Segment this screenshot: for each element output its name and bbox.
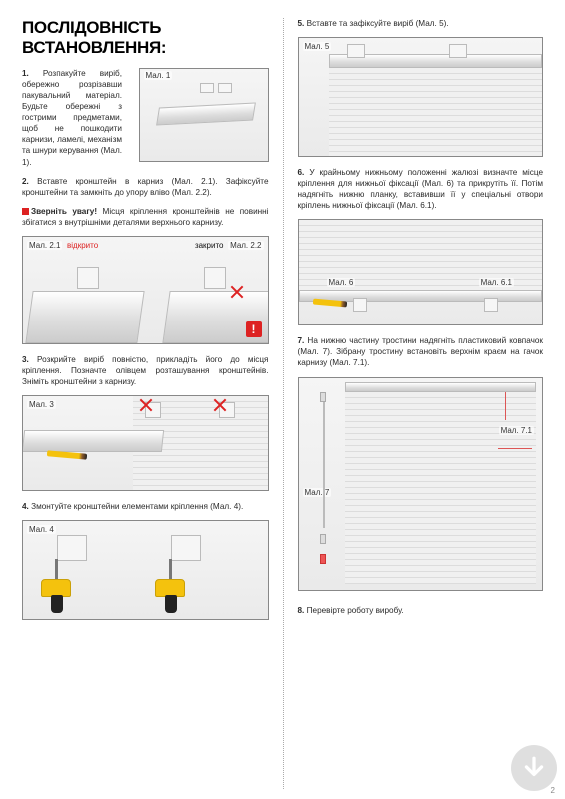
mounted-bracket: [449, 44, 467, 58]
red-x-icon: [230, 285, 244, 299]
left-column: ПОСЛІДОВНІСТЬ ВСТАНОВЛЕННЯ: 1. Розпакуйт…: [22, 18, 283, 789]
figure-61-caption: Мал. 6.1: [479, 278, 514, 287]
step-8-body: Перевірте роботу виробу.: [307, 606, 404, 615]
figure-4-caption: Мал. 4: [27, 525, 56, 534]
figure-6-caption: Мал. 6: [327, 278, 356, 287]
step-1-text: 1. Розпакуйте виріб, обережно розрізавши…: [22, 68, 122, 168]
wand-bottom-cap: [320, 554, 326, 564]
page-title: ПОСЛІДОВНІСТЬ ВСТАНОВЛЕННЯ:: [22, 18, 269, 58]
wand-mid-cap: [320, 534, 326, 544]
blinds-slats: [329, 62, 543, 156]
step-6-body: У крайньому нижньому положенні жалюзі ви…: [298, 168, 544, 210]
figure-5: Мал. 5: [298, 37, 544, 157]
step-4-text: 4. Змонтуйте кронштейни елементами кріпл…: [22, 501, 269, 512]
blinds-full: [345, 386, 537, 584]
figure-7-caption: Мал. 7: [303, 488, 332, 497]
hardware-graphic: [200, 83, 214, 93]
step-2-text: 2. Вставте кронштейн в карниз (Мал. 2.1)…: [22, 176, 269, 198]
step-7-text: 7. На нижню частину тростини надягніть п…: [298, 335, 544, 368]
figure-1-caption: Мал. 1: [144, 71, 173, 80]
figure-3-caption: Мал. 3: [27, 400, 56, 409]
warn-label: Зверніть увагу!: [31, 207, 97, 216]
figure-3: Мал. 3: [22, 395, 269, 491]
bottom-clip: [353, 298, 367, 312]
figure-4: Мал. 4: [22, 520, 269, 620]
figure-71-caption: Мал. 7.1: [499, 426, 534, 435]
red-x-icon: [139, 398, 153, 412]
bracket-mount-b: [171, 535, 201, 561]
step-8-text: 8. Перевірте роботу виробу.: [298, 605, 544, 616]
arrow-down-icon: [521, 755, 547, 781]
closed-label: закрито: [195, 241, 224, 250]
step-4-num: 4.: [22, 502, 29, 511]
step-2-num: 2.: [22, 177, 29, 186]
step-5-body: Вставте та зафіксуйте виріб (Мал. 5).: [307, 19, 449, 28]
step-2-warning: Зверніть увагу! Місця кріплення кронштей…: [22, 206, 269, 228]
step-6-num: 6.: [298, 168, 305, 177]
drill-icon: [33, 559, 77, 613]
step-3-body: Розкрийте виріб повністю, прикладіть йог…: [22, 355, 269, 386]
next-page-arrow[interactable]: [511, 745, 557, 791]
wall-ledge: [22, 430, 164, 452]
red-x-icon: [213, 398, 227, 412]
step-1-num: 1.: [22, 69, 29, 78]
step-6-text: 6. У крайньому нижньому положенні жалюзі…: [298, 167, 544, 211]
bracket-closed: [204, 267, 226, 289]
figure-21-caption: Мал. 2.1: [27, 241, 62, 250]
open-label: відкрито: [67, 241, 98, 250]
drill-icon: [147, 559, 191, 613]
step-5-num: 5.: [298, 19, 305, 28]
step-3-text: 3. Розкрийте виріб повністю, прикладіть …: [22, 354, 269, 387]
figure-2: Мал. 2.1 відкрито закрито Мал. 2.2 !: [22, 236, 269, 344]
callout-line: [498, 448, 532, 449]
step-5-text: 5. Вставте та зафіксуйте виріб (Мал. 5).: [298, 18, 544, 29]
page-number: 2: [551, 786, 555, 795]
step-7-body: На нижню частину тростини надягніть плас…: [298, 336, 544, 367]
hardware-graphic: [218, 83, 232, 93]
rail-graphic: [156, 103, 256, 126]
warning-badge: !: [246, 321, 262, 337]
step-8-num: 8.: [298, 606, 305, 615]
wand-top-cap: [320, 392, 326, 402]
pencil-icon: [312, 299, 346, 308]
step-3-num: 3.: [22, 355, 29, 364]
figure-22-caption: Мал. 2.2: [228, 241, 263, 250]
callout-line: [505, 392, 506, 420]
step-1-body: Розпакуйте виріб, обережно розрізавши па…: [22, 69, 122, 167]
step-7-num: 7.: [298, 336, 305, 345]
step-1-block: 1. Розпакуйте виріб, обережно розрізавши…: [22, 68, 269, 176]
figure-6: Мал. 6 Мал. 6.1: [298, 219, 544, 325]
step-4-body: Змонтуйте кронштейни елементами кріпленн…: [31, 502, 243, 511]
instruction-page: ПОСЛІДОВНІСТЬ ВСТАНОВЛЕННЯ: 1. Розпакуйт…: [0, 0, 565, 799]
figure-7: Мал. 7.1 Мал. 7: [298, 377, 544, 591]
top-rail: [345, 382, 537, 392]
bottom-clip: [484, 298, 498, 312]
step-2-body: Вставте кронштейн в карниз (Мал. 2.1). З…: [22, 177, 269, 197]
wand-rod: [323, 398, 325, 528]
figure-1: Мал. 1: [139, 68, 269, 162]
right-column: 5. Вставте та зафіксуйте виріб (Мал. 5).…: [283, 18, 544, 789]
bracket-mount-a: [57, 535, 87, 561]
rail-left: [25, 291, 144, 343]
figure-5-caption: Мал. 5: [303, 42, 332, 51]
warn-icon: [22, 208, 29, 215]
mounted-bracket: [347, 44, 365, 58]
bracket-open: [77, 267, 99, 289]
